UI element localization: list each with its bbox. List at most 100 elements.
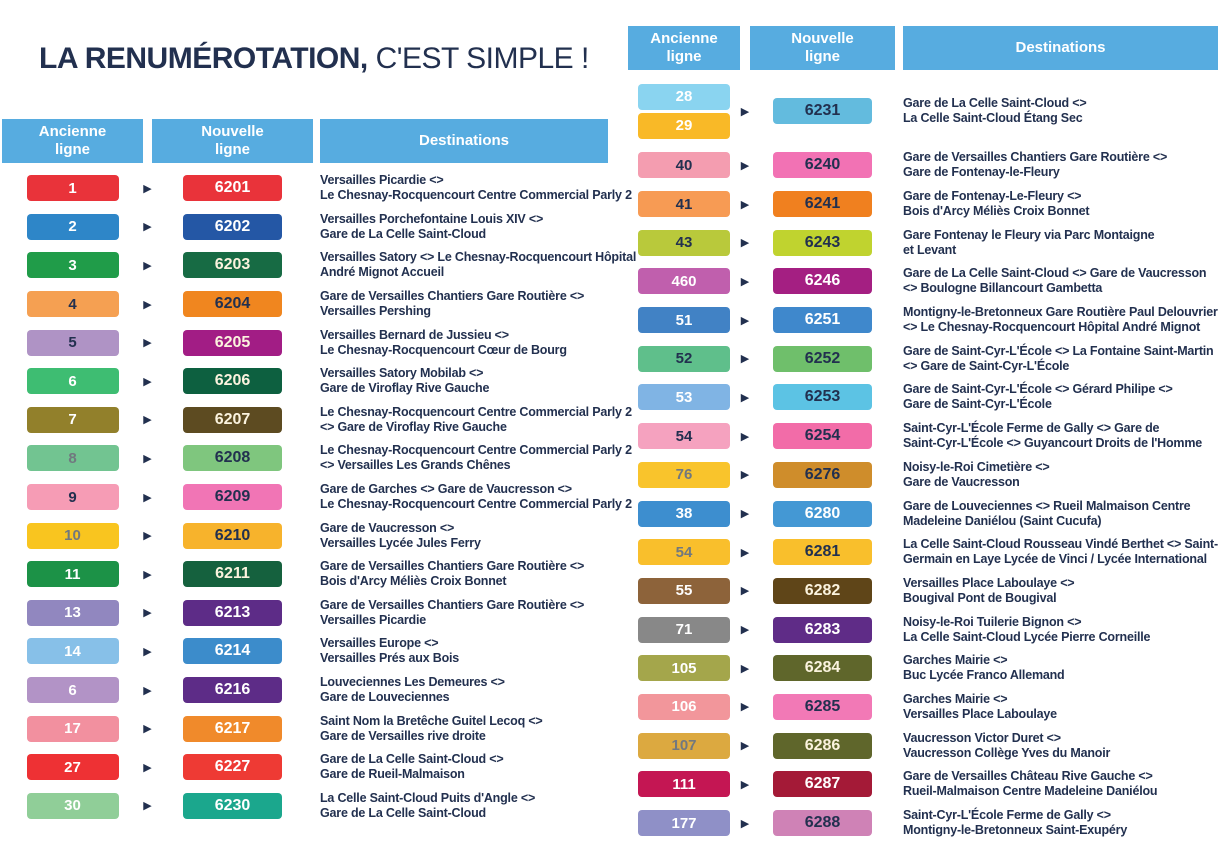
destination-line: <> Versailles Les Grands Chênes <box>320 458 511 473</box>
destinations-cell: Gare de Vaucresson <> Versailles Lycée Ju… <box>320 521 608 551</box>
destination-line: Gare de Viroflay Rive Gauche <box>320 381 490 396</box>
old-line-badge: 53 <box>638 384 730 411</box>
destinations-cell: Gare de Versailles Château Rive Gauche <… <box>903 769 1218 799</box>
old-line-cell: 106 <box>628 693 740 720</box>
new-line-badge: 6254 <box>773 423 872 450</box>
destination-line: Montigny-le-Bretonneux Saint-Exupéry <box>903 823 1128 838</box>
new-line-cell: 6282 <box>750 577 895 604</box>
destination-line: Gare de Saint-Cyr-L'École <box>903 397 1052 412</box>
old-line-badge: 6 <box>26 677 119 704</box>
line-mapping-row: 4 ▶ 6204 Gare de Versailles Chantiers Gare … <box>2 285 608 324</box>
new-line-badge: 6243 <box>773 229 872 256</box>
new-line-badge: 6284 <box>773 655 872 682</box>
destination-line: André Mignot Accueil <box>320 265 445 280</box>
new-line-cell: 6217 <box>152 715 313 742</box>
arrow-icon: ▶ <box>740 159 750 172</box>
new-line-cell: 6206 <box>152 368 313 395</box>
arrow-icon: ▶ <box>740 546 750 559</box>
destination-line: Le Chesnay-Rocquencourt Cœur de Bourg <box>320 342 567 357</box>
destination-line: Saint-Cyr-L'École Ferme de Gally <> Gare… <box>903 421 1160 436</box>
line-mapping-row: 3 ▶ 6203 Versailles Satory <> Le Chesnay-Ro… <box>2 246 636 285</box>
destinations-cell: Gare de Versailles Chantiers Gare Routiè… <box>320 598 608 628</box>
old-line-cell: 27 <box>2 754 143 781</box>
old-line-cell: 53 <box>628 384 740 411</box>
destination-line: Gare de Garches <> Gare de Vaucresson <> <box>320 482 572 497</box>
destination-line: Versailles Europe <> <box>320 636 439 651</box>
destinations-cell: Montigny-le-Bretonneux Gare Routière Pau… <box>903 305 1218 335</box>
new-line-cell: 6287 <box>750 771 895 798</box>
new-line-cell: 6240 <box>750 152 895 179</box>
destination-line: Versailles Bernard de Jussieu <> <box>320 327 509 342</box>
destination-line: Gare de Louveciennes <box>320 690 450 705</box>
line-mapping-row: 460 ▶ 6246 Gare de La Celle Saint-Cloud <> … <box>628 262 1218 301</box>
old-line-cell: 1 <box>2 175 143 202</box>
line-mapping-row: 11 ▶ 6211 Gare de Versailles Chantiers Gare… <box>2 555 608 594</box>
new-line-cell: 6254 <box>750 423 895 450</box>
new-line-badge: 6252 <box>773 345 872 372</box>
arrow-icon: ▶ <box>143 645 152 658</box>
new-line-badge: 6285 <box>773 693 872 720</box>
arrow-icon: ▶ <box>740 817 750 830</box>
left-mapping-table: Ancienne ligne Nouvelle ligne Destinatio… <box>2 119 636 825</box>
line-mapping-row: 51 ▶ 6251 Montigny-le-Bretonneux Gare Routi… <box>628 301 1218 340</box>
new-line-cell: 6283 <box>750 616 895 643</box>
destination-line: Versailles Picardie <box>320 612 427 627</box>
destination-line: Gare de La Celle Saint-Cloud <box>320 805 486 820</box>
destination-line: Bois d'Arcy Méliès Croix Bonnet <box>903 204 1090 219</box>
old-line-cell: 41 <box>628 191 740 218</box>
destination-line: Vaucresson Collège Yves du Manoir <box>903 745 1111 760</box>
destination-line: Gare de Saint-Cyr-L'École <> La Fontaine… <box>903 343 1214 358</box>
arrow-icon: ▶ <box>143 491 152 504</box>
old-line-badge: 55 <box>638 577 730 604</box>
old-line-badge: 27 <box>26 754 119 781</box>
destinations-cell: Gare de Fontenay-Le-Fleury <> Bois d'Arcy… <box>903 189 1218 219</box>
new-line-badge: 6280 <box>773 500 872 527</box>
destination-line: Versailles Pershing <box>320 304 431 319</box>
arrow-icon: ▶ <box>143 414 152 427</box>
old-line-cell: 460 <box>628 268 740 295</box>
arrow-icon: ▶ <box>143 761 152 774</box>
new-line-badge: 6227 <box>183 754 282 781</box>
new-line-badge: 6210 <box>183 522 282 549</box>
old-line-cell: 54 <box>628 539 740 566</box>
destinations-cell: Gare de La Celle Saint-Cloud <> Gare de R… <box>320 752 608 782</box>
old-line-badge: 76 <box>638 461 730 488</box>
destination-line: Gare de Vaucresson <box>903 474 1020 489</box>
old-line-cell: 7 <box>2 406 143 433</box>
old-line-badge: 41 <box>638 191 730 218</box>
arrow-icon: ▶ <box>143 298 152 311</box>
old-line-badge: 54 <box>638 423 730 450</box>
destinations-cell: Gare de La Celle Saint-Cloud <> La Celle … <box>903 96 1218 126</box>
arrow-icon: ▶ <box>143 568 152 581</box>
old-line-cell: 28 29 <box>628 83 740 139</box>
destination-line: Saint Nom la Bretêche Guitel Lecoq <> <box>320 713 543 728</box>
line-mapping-row: 54 ▶ 6281 La Celle Saint-Cloud Rousseau Vin… <box>628 533 1218 572</box>
old-line-badge: 105 <box>638 655 730 682</box>
old-line-badge: 28 <box>638 83 730 110</box>
old-line-badge: 5 <box>26 329 119 356</box>
destination-line: Montigny-le-Bretonneux Gare Routière Pau… <box>903 305 1218 320</box>
old-line-cell: 71 <box>628 616 740 643</box>
destinations-cell: Gare de Versailles Chantiers Gare Routiè… <box>903 150 1218 180</box>
arrow-icon: ▶ <box>740 778 750 791</box>
old-line-cell: 13 <box>2 599 143 626</box>
header-old-line: Ancienne ligne <box>628 26 740 70</box>
arrow-icon: ▶ <box>740 198 750 211</box>
old-line-cell: 6 <box>2 677 143 704</box>
destination-line: Saint-Cyr-L'École Ferme de Gally <> <box>903 808 1111 823</box>
old-line-badge: 10 <box>26 522 119 549</box>
old-line-cell: 10 <box>2 522 143 549</box>
line-mapping-row: 5 ▶ 6205 Versailles Bernard de Jussieu <> Le… <box>2 323 608 362</box>
new-line-badge: 6203 <box>183 252 282 279</box>
arrow-icon: ▶ <box>740 105 750 118</box>
page-title-bold: LA RENUMÉROTATION, <box>39 42 368 75</box>
destination-line: Versailles Prés aux Bois <box>320 651 460 666</box>
destination-line: Versailles Place Laboulaye <box>903 706 1057 721</box>
line-mapping-row: 105 ▶ 6284 Garches Mairie <> Buc Lycée Franc… <box>628 649 1218 688</box>
old-line-cell: 76 <box>628 461 740 488</box>
line-mapping-row: 17 ▶ 6217 Saint Nom la Bretêche Guitel Leco… <box>2 709 608 748</box>
old-line-badge: 71 <box>638 616 730 643</box>
destination-line: Gare de Versailles Château Rive Gauche <… <box>903 769 1153 784</box>
destination-line: La Celle Saint-Cloud Rousseau Vindé Bert… <box>903 537 1218 552</box>
destination-line: Gare de Versailles Chantiers Gare Routiè… <box>320 597 585 612</box>
